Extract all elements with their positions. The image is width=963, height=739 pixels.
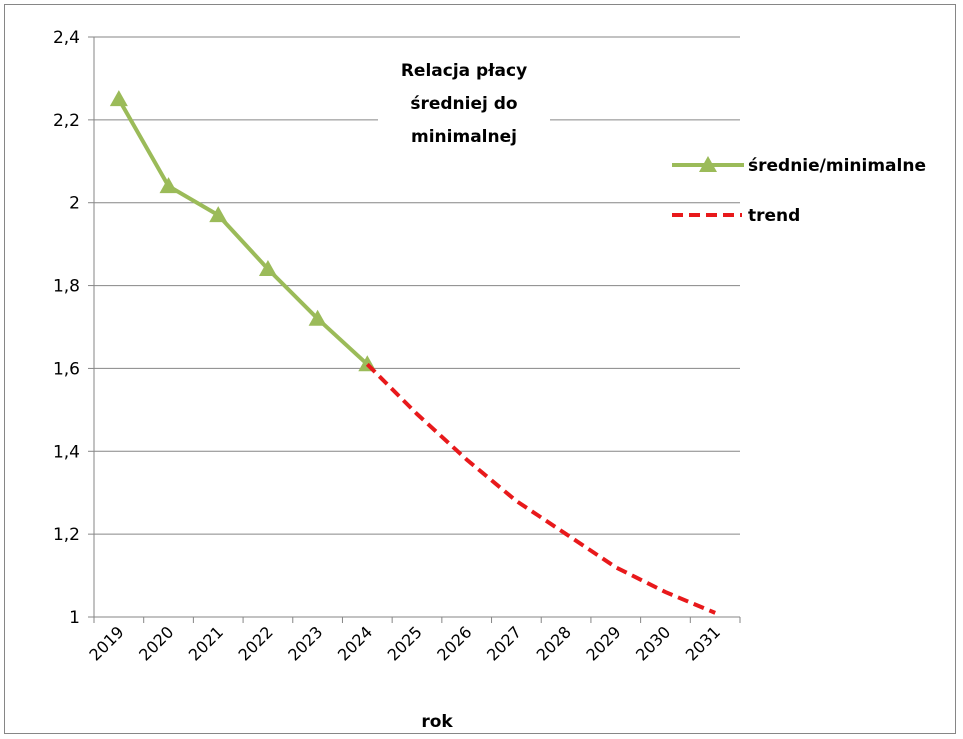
x-tick-label: 2026 (433, 622, 475, 664)
data-point-triangle (258, 260, 277, 276)
data-point-triangle (159, 177, 178, 194)
x-tick-label: 2030 (632, 622, 674, 664)
chart-title-background (378, 52, 550, 152)
axes (88, 36, 741, 623)
data-point-triangle (308, 309, 327, 326)
x-axis-title: rok (421, 712, 453, 732)
x-tick-label: 2021 (185, 622, 227, 664)
y-tick-label: 1,4 (53, 442, 80, 462)
x-tick-label: 2020 (135, 622, 177, 664)
x-tick-label: 2022 (235, 622, 277, 664)
y-tick-label: 1,2 (53, 525, 80, 545)
x-tick-label: 2019 (85, 622, 127, 664)
y-tick-label: 2 (69, 194, 80, 214)
x-tick-label: 2027 (483, 622, 525, 664)
chart-title-line-2: średniej do (410, 94, 517, 114)
y-tick-labels: 1 1,2 1,4 1,6 1,8 2 2,2 2,4 (53, 28, 80, 628)
series-line-srednie-minimalne (117, 98, 369, 366)
x-tick-label: 2024 (334, 622, 376, 664)
y-tick-label: 2,2 (53, 111, 80, 131)
x-tick-label: 2025 (384, 622, 426, 664)
x-tick-label: 2028 (533, 622, 575, 664)
series (109, 90, 716, 615)
x-tick-label: 2023 (284, 622, 326, 664)
legend-label-series-1: średnie/minimalne (748, 156, 926, 176)
data-point-triangle (109, 90, 128, 107)
chart-title-line-1: Relacja płacy (401, 61, 527, 81)
legend: średnie/minimalne trend (672, 156, 926, 226)
y-tick-label: 1 (69, 608, 80, 628)
legend-label-series-2: trend (748, 206, 800, 226)
series-line-trend (365, 362, 716, 615)
x-tick-labels: 2019 2020 2021 2022 2023 2024 2025 2026 2027 2028… (85, 622, 724, 664)
y-tick-label: 1,6 (53, 359, 80, 379)
legend-marker-triangle-icon (699, 156, 717, 172)
data-point-triangle (209, 206, 228, 223)
x-tick-label: 2031 (682, 622, 724, 664)
chart-title-line-3: minimalnej (411, 127, 517, 147)
x-tick-label: 2029 (582, 622, 624, 664)
y-tick-label: 2,4 (53, 28, 80, 48)
y-tick-label: 1,8 (53, 277, 80, 297)
